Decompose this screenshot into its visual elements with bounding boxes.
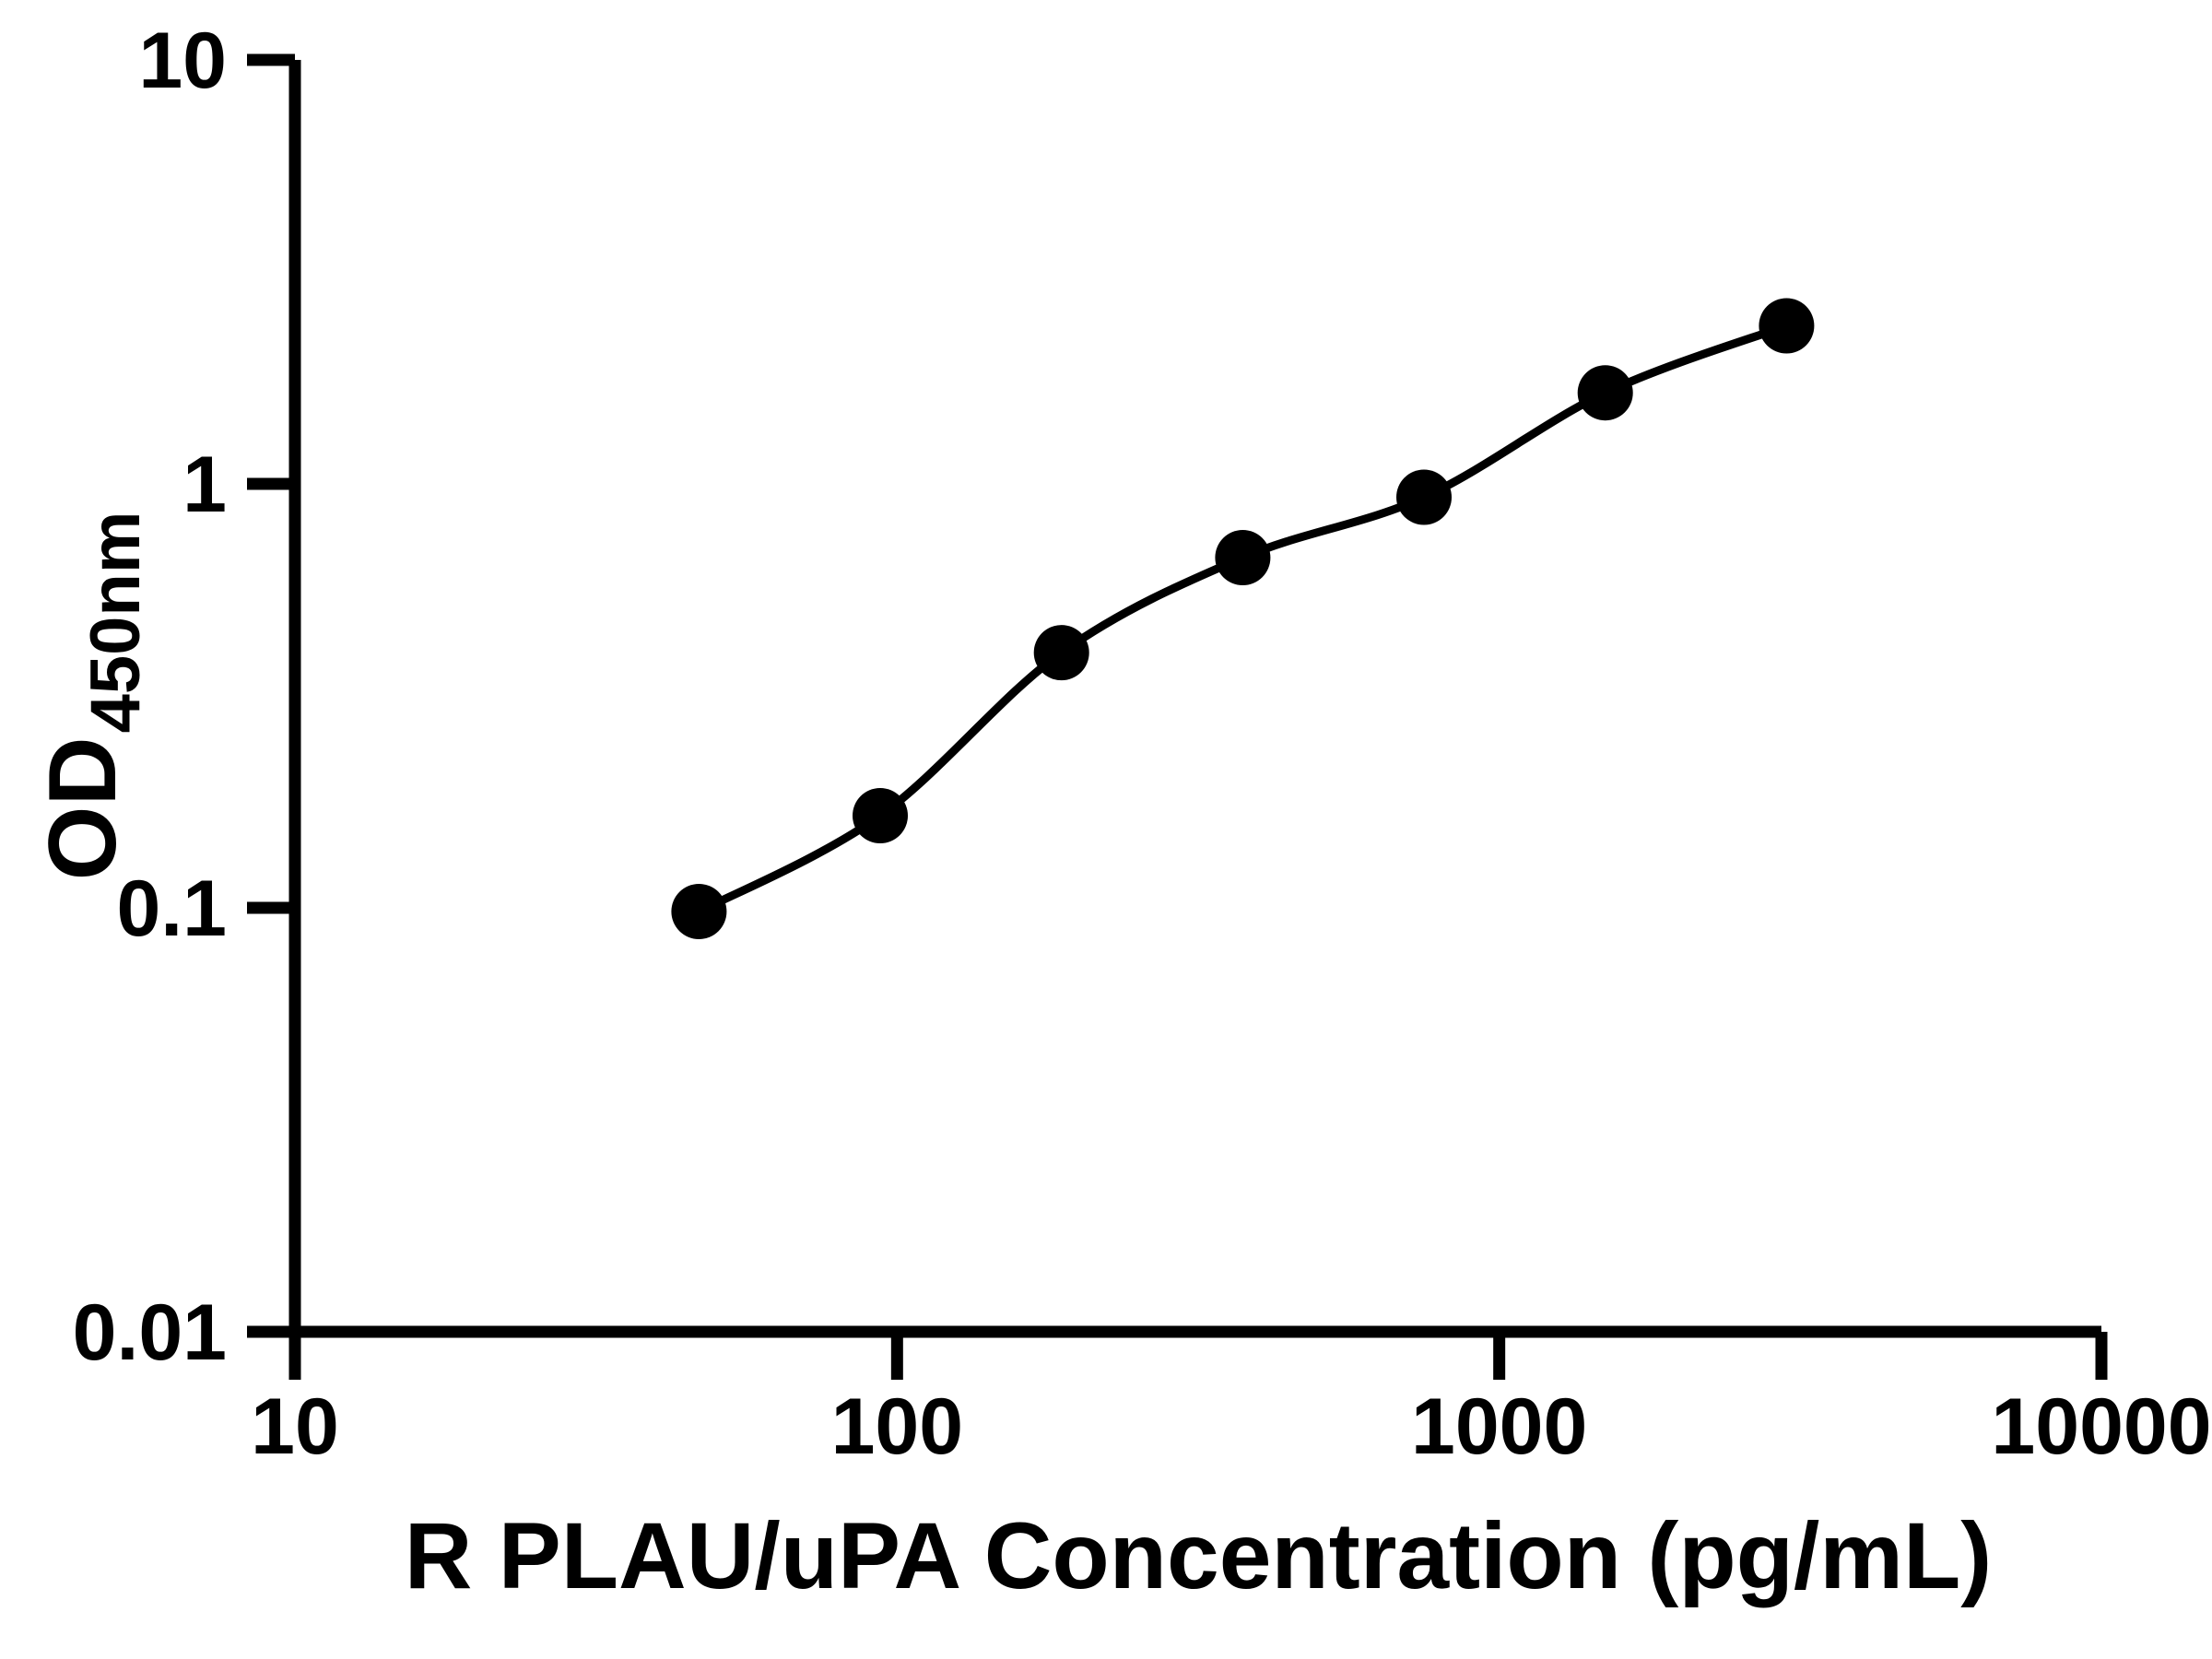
y-axis-tick-label: 10 [138, 17, 227, 105]
data-point [1577, 365, 1633, 421]
data-point [1759, 298, 1815, 354]
data-point [671, 884, 727, 939]
data-point [853, 788, 908, 843]
data-point [1396, 469, 1452, 525]
y-axis-title-text: OD [29, 736, 136, 881]
data-point [1033, 625, 1089, 681]
y-axis-tick-label: 0.1 [116, 865, 227, 953]
x-axis-title: R PLAU/uPA Concentration (pg/mL) [404, 1503, 1993, 1608]
y-axis-title: OD450nm [29, 512, 156, 881]
x-axis-tick-label: 10000 [1991, 1382, 2211, 1471]
x-axis-tick-label: 100 [831, 1382, 964, 1471]
x-axis-tick-label: 1000 [1411, 1382, 1587, 1471]
y-axis-tick-label: 1 [182, 441, 227, 529]
y-axis-title-subscript: 450nm [76, 511, 155, 734]
axes-spine [288, 60, 2101, 1338]
y-axis-tick-label: 0.01 [73, 1288, 227, 1377]
x-axis-tick-label: 10 [251, 1382, 339, 1471]
data-point [1215, 530, 1271, 585]
